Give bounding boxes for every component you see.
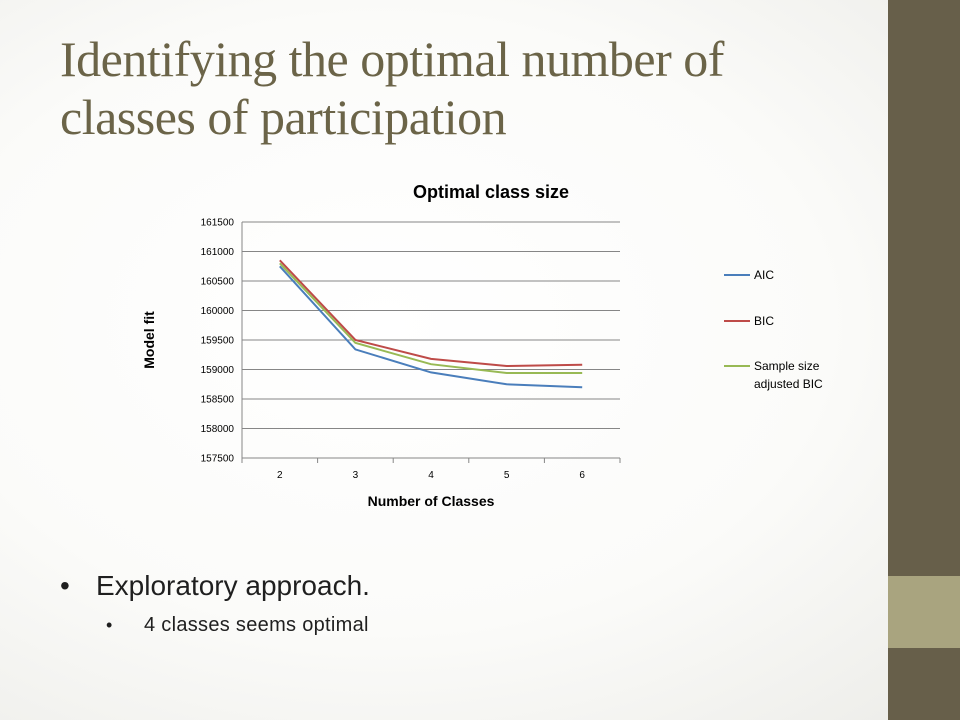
- series-line-sample-size-adjusted-bic: [279, 262, 583, 374]
- x-tick-label: 6: [579, 470, 585, 481]
- x-tick-label: 5: [504, 470, 510, 481]
- bullet-icon: •: [60, 570, 70, 601]
- legend-label-line1: Sample size: [754, 359, 820, 373]
- y-tick-label: 159000: [201, 365, 235, 376]
- x-tick-label: 3: [353, 470, 359, 481]
- bullet-list: • Exploratory approach. • 4 classes seem…: [60, 566, 860, 640]
- series-line-bic: [279, 259, 583, 368]
- bullet-icon: •: [106, 615, 113, 635]
- line-chart: Optimal class size 157500 158000 158500 1590…: [141, 182, 823, 509]
- x-axis-label: Number of Classes: [368, 493, 495, 509]
- x-tick-label: 4: [428, 470, 434, 481]
- legend-label: BIC: [754, 314, 774, 328]
- sidebar-accent-block: [888, 576, 960, 648]
- legend-label-line2: adjusted BIC: [754, 377, 823, 391]
- bullet-item-level1: • Exploratory approach.: [60, 566, 860, 606]
- slide-title: Identifying the optimal number of classe…: [60, 31, 724, 145]
- y-tick-label: 157500: [201, 454, 235, 465]
- y-axis-label: Model fit: [141, 311, 157, 369]
- y-tick-label: 161000: [201, 247, 235, 258]
- y-tick-label: 158000: [201, 424, 235, 435]
- x-tick-label: 2: [277, 470, 283, 481]
- y-tick-label: 159500: [201, 336, 235, 347]
- bullet-text: 4 classes seems optimal: [144, 614, 369, 636]
- y-tick-label: 160000: [201, 306, 235, 317]
- chart-title: Optimal class size: [413, 182, 569, 202]
- bullet-text: Exploratory approach.: [96, 570, 370, 601]
- legend-label: AIC: [754, 268, 774, 282]
- series-line-aic: [279, 265, 583, 389]
- y-tick-label: 158500: [201, 395, 235, 406]
- y-tick-label: 161500: [201, 218, 235, 229]
- bullet-item-level2: • 4 classes seems optimal: [60, 610, 860, 640]
- chart-container: Optimal class size 157500 158000 158500 1590…: [120, 170, 860, 520]
- y-tick-label: 160500: [201, 277, 235, 288]
